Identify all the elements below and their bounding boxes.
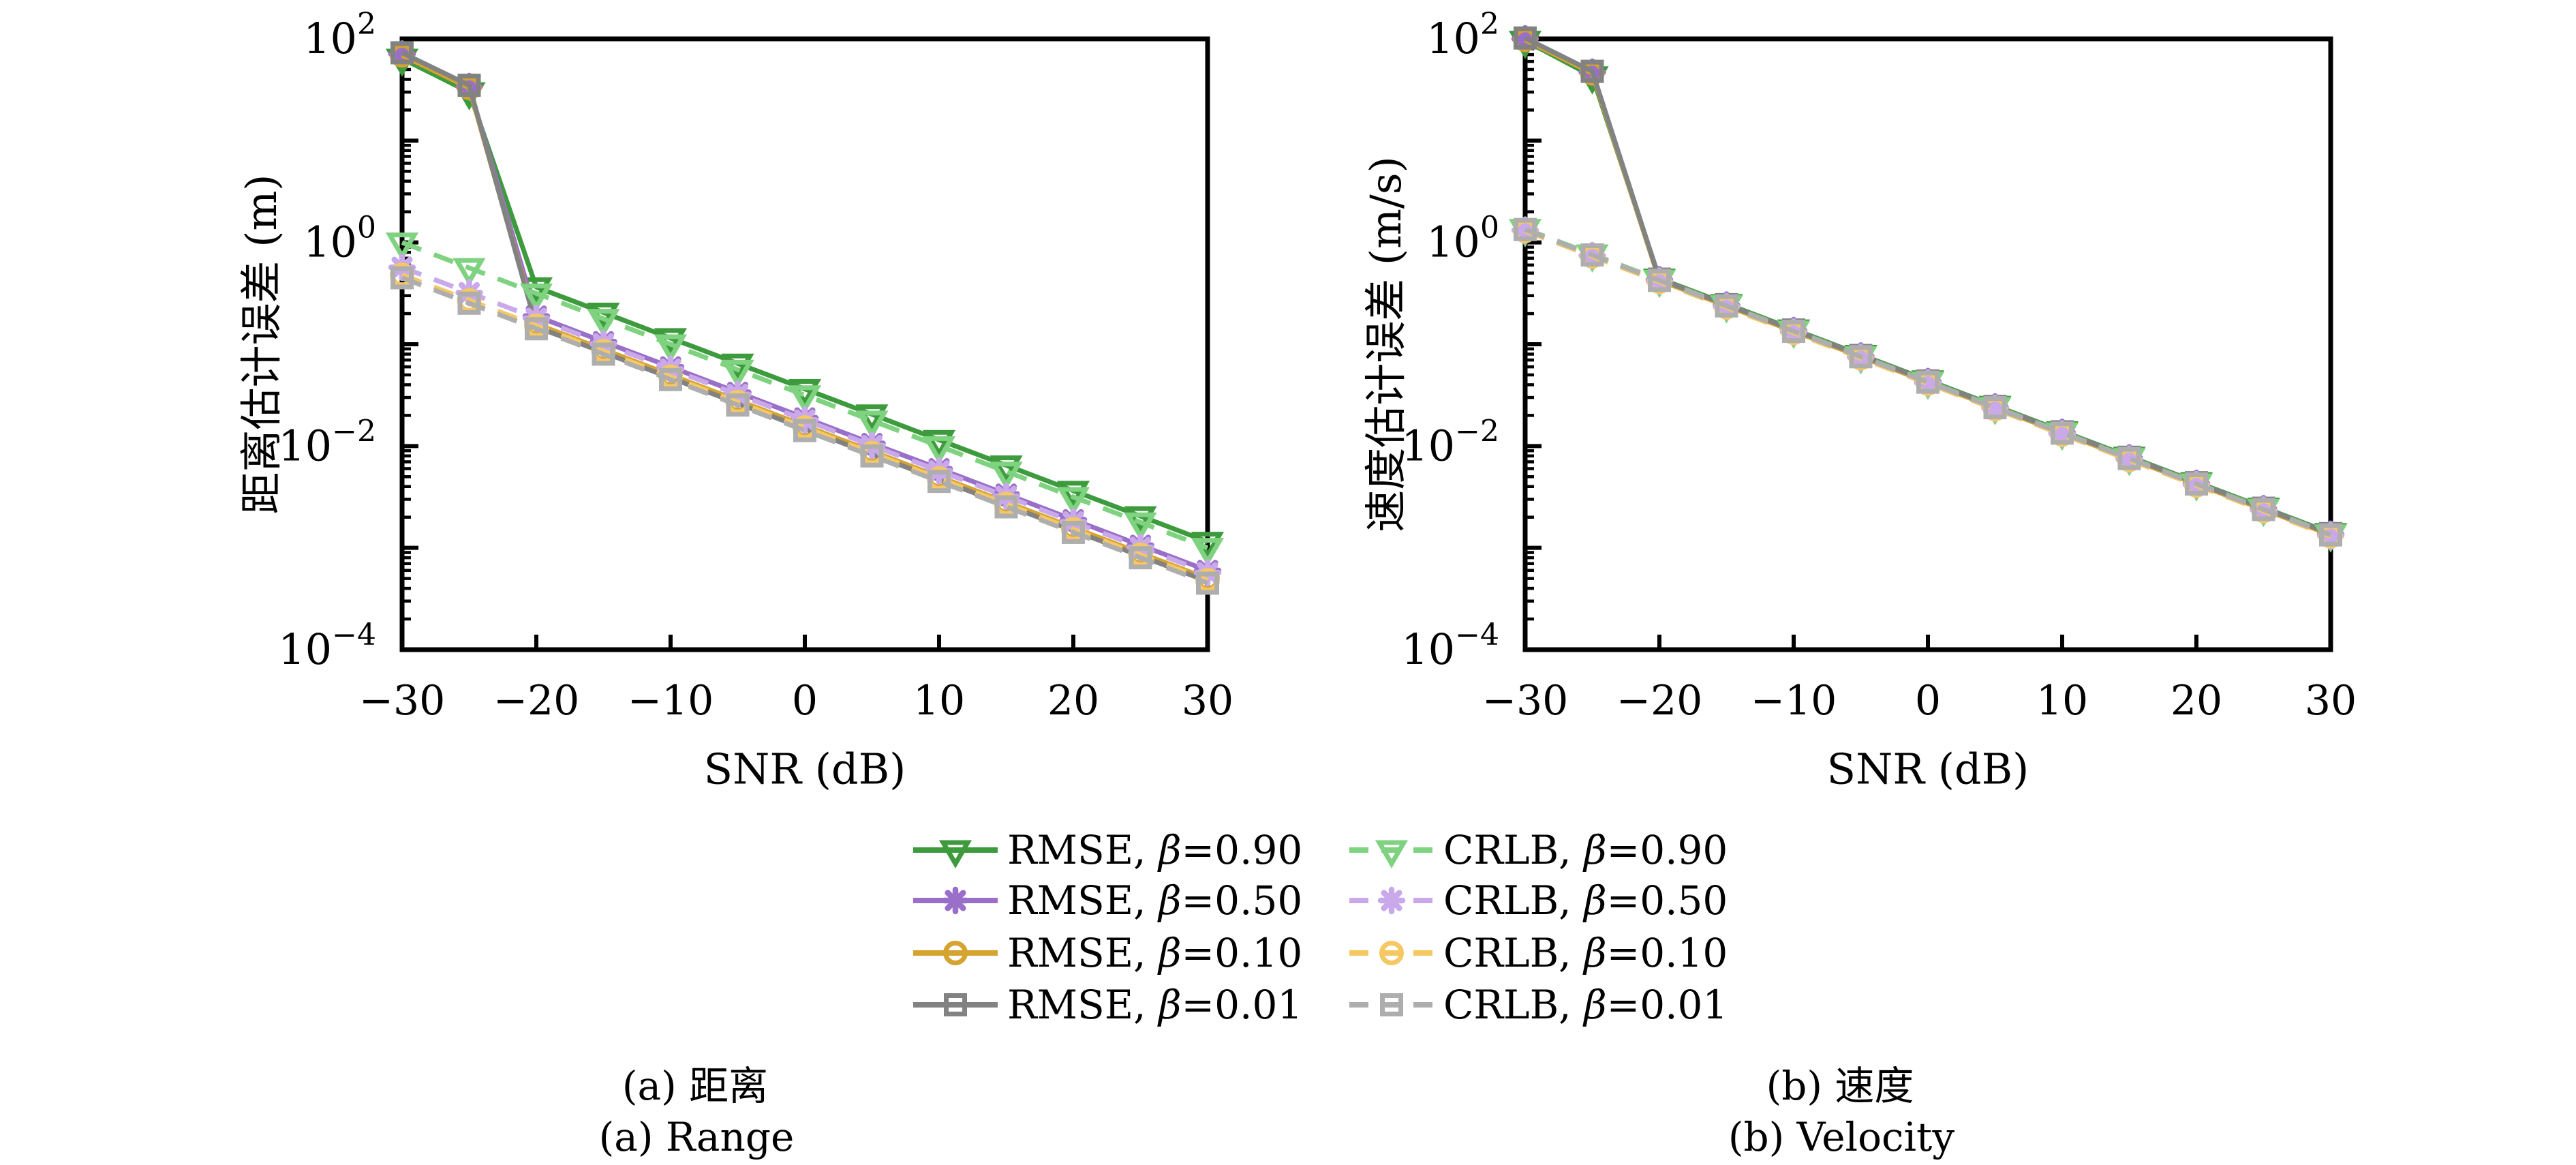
- range-marker-CRLB, β=0.01: [927, 470, 951, 494]
- range-marker-CRLB, β=0.90: [385, 232, 419, 261]
- velocity-x-tick-label: −20: [1616, 677, 1703, 725]
- velocity-marker-RMSE, β=0.01: [1514, 26, 1537, 50]
- velocity-x-tick-label: 10: [2036, 677, 2088, 725]
- velocity-x-tick-label: 0: [1915, 677, 1941, 725]
- velocity-y-tick-label: 10−2: [1401, 414, 1499, 470]
- range-marker-RMSE, β=0.90: [1056, 481, 1090, 509]
- range-marker-CRLB, β=0.90: [1191, 538, 1225, 566]
- range-marker-CRLB, β=0.90: [1056, 487, 1090, 516]
- range-marker-CRLB, β=0.90: [922, 436, 956, 465]
- range-marker-CRLB, β=0.01: [659, 367, 682, 391]
- velocity-chart: −30 −20 −10 0 10 20 30 102 100 10−2 10−4: [1401, 7, 2357, 725]
- right-caption-zh: (b) 速度: [1766, 1063, 1914, 1109]
- velocity-y-tick-label: 102: [1426, 7, 1499, 63]
- range-marker-CRLB, β=0.90: [1124, 512, 1157, 541]
- velocity-line-RMSE, β=0.90: [1524, 38, 2332, 536]
- velocity-marker-CRLB, β=0.50: [1981, 394, 2009, 423]
- range-marker-CRLB, β=0.01: [592, 342, 615, 366]
- range-marker-CRLB, β=0.90: [519, 283, 553, 312]
- range-marker-RMSE, β=0.01: [457, 74, 481, 97]
- velocity-line-RMSE, β=0.10: [1524, 37, 2332, 537]
- range-x-tick-label: 0: [792, 677, 818, 725]
- range-line-RMSE, β=0.90: [401, 56, 1209, 544]
- range-marker-CRLB, β=0.01: [1129, 546, 1152, 570]
- range-x-tick-label: 20: [1047, 677, 1099, 725]
- range-marker-CRLB, β=0.90: [721, 359, 754, 389]
- range-marker-CRLB, β=0.01: [1062, 520, 1085, 544]
- range-marker-CRLB, β=0.01: [726, 393, 750, 417]
- velocity-x-tick-label: −30: [1482, 677, 1569, 725]
- velocity-marker-CRLB, β=0.50: [2115, 445, 2143, 473]
- range-marker-CRLB, β=0.90: [587, 309, 620, 337]
- range-marker-CRLB, β=0.01: [1196, 571, 1219, 595]
- range-line-CRLB, β=0.90: [401, 240, 1209, 550]
- velocity-marker-RMSE, β=0.01: [1580, 59, 1604, 83]
- velocity-marker-CRLB, β=0.01: [1983, 396, 2007, 420]
- velocity-line-RMSE, β=0.01: [1524, 35, 2332, 536]
- velocity-marker-CRLB, β=0.01: [1782, 320, 1805, 344]
- right-x-axis-label: SNR (dB): [1826, 744, 2029, 794]
- range-marker-CRLB, β=0.01: [457, 291, 481, 315]
- velocity-marker-CRLB, β=0.01: [1715, 294, 1738, 318]
- velocity-marker-CRLB, β=0.01: [2252, 498, 2275, 521]
- left-caption-zh: (a) 距离: [622, 1063, 769, 1109]
- range-x-tick-label: −30: [359, 677, 446, 725]
- range-marker-CRLB, β=0.01: [860, 444, 884, 468]
- velocity-x-tick-label: 20: [2171, 677, 2222, 725]
- range-y-tick-label: 10−2: [278, 414, 376, 470]
- velocity-y-tick-label: 10−4: [1401, 618, 1499, 674]
- velocity-marker-CRLB, β=0.01: [1916, 370, 1939, 394]
- range-y-tick-label: 102: [303, 7, 376, 63]
- range-marker-RMSE, β=0.90: [922, 429, 956, 459]
- velocity-x-tick-label: −10: [1751, 677, 1837, 725]
- range-marker-RMSE, β=0.01: [390, 41, 414, 65]
- velocity-marker-CRLB, β=0.01: [1648, 269, 1671, 292]
- velocity-marker-CRLB, β=0.01: [2051, 421, 2074, 445]
- range-marker-RMSE, β=0.90: [990, 455, 1023, 484]
- range-x-tick-label: −20: [493, 677, 580, 725]
- velocity-x-tick-label: 30: [2305, 677, 2357, 725]
- velocity-marker-CRLB, β=0.01: [2319, 523, 2342, 547]
- velocity-line-RMSE, β=0.50: [1524, 36, 2332, 536]
- range-marker-CRLB, β=0.01: [793, 419, 816, 442]
- left-caption-en: (a) Range: [598, 1114, 795, 1160]
- range-marker-CRLB, β=0.01: [994, 495, 1018, 519]
- velocity-marker-CRLB, β=0.01: [1849, 345, 1873, 369]
- velocity-marker-CRLB, β=0.01: [2185, 472, 2208, 496]
- range-line-CRLB, β=0.10: [401, 272, 1209, 583]
- range-frame: [399, 36, 1210, 652]
- range-x-tick-label: 30: [1182, 677, 1233, 725]
- range-marker-CRLB, β=0.90: [453, 258, 486, 287]
- right-caption-en: (b) Velocity: [1728, 1114, 1955, 1160]
- velocity-line-CRLB, β=0.01: [1524, 227, 2332, 537]
- range-y-tick-label: 10−4: [278, 618, 376, 674]
- range-marker-CRLB, β=0.90: [990, 462, 1023, 490]
- range-marker-RMSE, β=0.90: [1124, 506, 1157, 535]
- range-x-tick-label: −10: [628, 677, 714, 725]
- velocity-marker-CRLB, β=0.01: [1514, 217, 1537, 241]
- right-y-axis-label: 速度估计误差 (m/s): [1361, 156, 1411, 532]
- range-marker-CRLB, β=0.01: [525, 317, 548, 341]
- range-line-RMSE, β=0.50: [401, 52, 1209, 573]
- range-line-CRLB, β=0.01: [401, 275, 1209, 586]
- range-marker-CRLB, β=0.01: [390, 266, 414, 290]
- left-x-axis-label: SNR (dB): [703, 744, 906, 794]
- velocity-y-tick-label: 100: [1426, 211, 1499, 267]
- left-y-axis-label: 距离估计误差 (m): [236, 174, 286, 515]
- velocity-marker-CRLB, β=0.50: [2048, 420, 2076, 448]
- range-y-tick-label: 100: [303, 211, 376, 267]
- range-marker-CRLB, β=0.90: [855, 410, 889, 439]
- velocity-marker-CRLB, β=0.01: [1580, 243, 1604, 267]
- range-marker-CRLB, β=0.90: [654, 334, 688, 363]
- velocity-frame: [1522, 36, 2333, 652]
- velocity-marker-CRLB, β=0.50: [1914, 369, 1942, 397]
- velocity-marker-CRLB, β=0.01: [2117, 447, 2141, 470]
- range-chart: −30 −20 −10 0 10 20 30 102 100 10−2 10−4: [278, 7, 1233, 725]
- range-x-tick-label: 10: [913, 677, 965, 725]
- range-marker-CRLB, β=0.90: [788, 385, 822, 414]
